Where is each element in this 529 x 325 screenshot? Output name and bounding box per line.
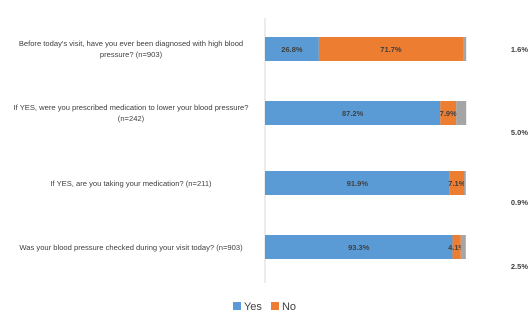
data-label-yes: 26.8%: [281, 45, 303, 54]
legend-swatch-yes: [232, 302, 241, 311]
bar-segment-other: [462, 37, 467, 61]
legend-swatch-no: [270, 302, 279, 311]
legend: Yes No: [0, 301, 529, 313]
legend-label-no: No: [281, 301, 297, 313]
data-label-yes: 91.9%: [347, 179, 369, 188]
bar-segment-yes: [265, 101, 441, 125]
data-label-no: 7.9%: [440, 109, 457, 118]
category-label: If YES, are you taking your medication? …: [50, 178, 212, 188]
bar-segment-yes: [265, 171, 450, 195]
bar-segment-no: [449, 171, 464, 195]
bar-segment-yes: [265, 37, 319, 61]
bar-group: 26.8% 71.7% 1.6% 87.2% 7.9% 5.0% 91.9% 7.1% 0.9%…: [265, 37, 528, 271]
category-label: If YES, were you prescribed medication t…: [13, 103, 249, 123]
data-label-no: 71.7%: [380, 45, 402, 54]
data-label-other: 2.5%: [511, 262, 528, 271]
data-label-yes: 93.3%: [348, 243, 370, 252]
bar-segment-no: [318, 37, 463, 61]
legend-item-yes: Yes: [232, 301, 262, 313]
legend-label-yes: Yes: [243, 301, 262, 313]
data-label-yes: 87.2%: [342, 109, 364, 118]
bar-segment-other: [456, 101, 467, 125]
bar-segment-other: [460, 235, 466, 259]
data-label-no: 7.1%: [448, 179, 465, 188]
bar-segment-yes: [265, 235, 453, 259]
legend-item-no: No: [270, 301, 297, 313]
data-label-other: 1.6%: [511, 45, 528, 54]
bar-segment-other: [463, 171, 466, 195]
bar-segment-no: [452, 235, 461, 259]
data-label-no: 4.1%: [448, 243, 465, 252]
category-label: Was your blood pressure checked during y…: [19, 242, 243, 252]
category-label: Before today's visit, have you ever been…: [18, 39, 244, 59]
data-label-other: 5.0%: [511, 128, 528, 137]
bar-segment-no: [440, 101, 457, 125]
data-label-other: 0.9%: [511, 198, 528, 207]
